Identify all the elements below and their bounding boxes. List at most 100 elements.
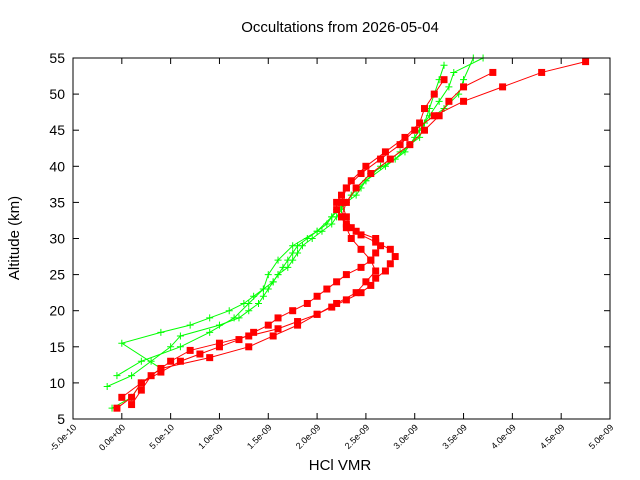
data-point bbox=[362, 278, 370, 286]
series-line bbox=[116, 79, 445, 409]
data-point bbox=[372, 249, 380, 257]
series-line bbox=[131, 61, 586, 405]
data-point bbox=[103, 383, 111, 391]
data-point bbox=[435, 112, 443, 120]
data-point bbox=[342, 224, 350, 232]
data-point bbox=[269, 332, 277, 340]
data-point bbox=[333, 198, 341, 206]
data-point bbox=[391, 253, 399, 261]
data-point bbox=[308, 235, 316, 242]
data-point bbox=[118, 339, 126, 347]
data-point bbox=[113, 372, 121, 380]
data-point bbox=[128, 401, 136, 409]
series-line bbox=[121, 71, 494, 398]
data-point bbox=[206, 314, 214, 322]
data-point bbox=[313, 310, 321, 318]
data-point bbox=[489, 68, 497, 76]
data-point bbox=[357, 245, 365, 253]
data-point bbox=[342, 184, 350, 192]
data-point bbox=[294, 321, 302, 329]
data-point bbox=[284, 263, 292, 271]
x-tick-label: 4.0e-09 bbox=[489, 422, 518, 451]
data-point bbox=[157, 328, 165, 336]
data-point bbox=[372, 235, 380, 242]
data-point bbox=[347, 224, 355, 232]
data-point bbox=[333, 278, 341, 286]
data-point bbox=[245, 343, 253, 351]
data-point bbox=[372, 267, 380, 275]
data-point bbox=[362, 162, 370, 170]
data-point bbox=[245, 307, 253, 315]
data-point bbox=[274, 271, 282, 279]
y-tick-label: 15 bbox=[49, 339, 65, 355]
series-line bbox=[106, 57, 474, 387]
y-tick-label: 50 bbox=[49, 86, 65, 102]
x-tick-label: 5.0e-09 bbox=[587, 422, 616, 451]
data-point bbox=[147, 357, 155, 365]
data-point bbox=[137, 357, 145, 365]
x-tick-label: 5.0e-10 bbox=[147, 422, 176, 451]
data-point bbox=[381, 267, 389, 275]
data-point bbox=[430, 90, 438, 98]
y-axis-title: Altitude (km) bbox=[6, 196, 23, 280]
x-tick-label: 4.5e-09 bbox=[538, 422, 567, 451]
data-point bbox=[460, 76, 468, 84]
data-point bbox=[445, 97, 453, 105]
data-point bbox=[342, 220, 350, 228]
data-point bbox=[274, 325, 282, 333]
data-point bbox=[377, 242, 385, 250]
data-point bbox=[137, 386, 145, 394]
data-point bbox=[206, 354, 214, 362]
data-point bbox=[347, 177, 355, 185]
data-point bbox=[157, 368, 165, 376]
data-point bbox=[269, 278, 277, 286]
data-point bbox=[357, 170, 365, 178]
data-point bbox=[264, 321, 272, 329]
data-point bbox=[255, 299, 263, 307]
data-point bbox=[245, 299, 253, 307]
data-point bbox=[538, 68, 546, 76]
data-point bbox=[381, 148, 389, 156]
data-point bbox=[386, 155, 394, 163]
data-point bbox=[313, 227, 321, 235]
data-point bbox=[367, 170, 375, 178]
data-point bbox=[157, 364, 165, 372]
x-axis-title: HCl VMR bbox=[309, 457, 372, 474]
data-point bbox=[401, 133, 409, 141]
data-point bbox=[328, 213, 336, 221]
data-point bbox=[357, 231, 365, 239]
data-point bbox=[338, 213, 345, 221]
data-point bbox=[352, 184, 360, 192]
data-point bbox=[342, 198, 350, 206]
data-point bbox=[118, 393, 126, 401]
data-point bbox=[245, 332, 253, 340]
data-point bbox=[440, 76, 448, 84]
x-tick-label: 2.5e-09 bbox=[343, 422, 372, 451]
data-point bbox=[347, 235, 355, 242]
data-point bbox=[357, 289, 365, 297]
data-point bbox=[176, 357, 184, 365]
data-point bbox=[333, 299, 341, 307]
data-point bbox=[323, 285, 331, 293]
x-tick-label: 0.0e+00 bbox=[97, 422, 127, 452]
data-point bbox=[377, 155, 385, 163]
y-axis: 5 10 15 20 25 30 35 40 45 50 55 bbox=[49, 50, 610, 427]
data-point bbox=[372, 274, 380, 282]
y-tick-label: 35 bbox=[49, 194, 65, 210]
data-point bbox=[264, 271, 272, 279]
data-point bbox=[411, 126, 419, 134]
data-point bbox=[342, 296, 350, 304]
data-point bbox=[460, 97, 468, 105]
data-point bbox=[460, 83, 468, 91]
data-point bbox=[420, 105, 428, 113]
data-point bbox=[386, 260, 394, 268]
data-point bbox=[445, 83, 453, 91]
data-point bbox=[289, 256, 297, 264]
data-point bbox=[137, 379, 145, 387]
data-point bbox=[333, 206, 341, 214]
data-point bbox=[274, 314, 282, 322]
data-point bbox=[250, 328, 258, 336]
data-point bbox=[298, 242, 306, 250]
data-point bbox=[396, 141, 404, 149]
